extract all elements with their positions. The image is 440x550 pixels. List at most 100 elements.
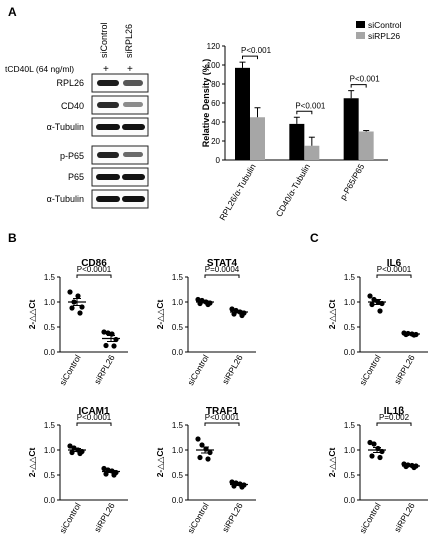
icam1-x-tick-label: siRPL26 [92, 501, 117, 534]
il6-data-point [369, 301, 375, 308]
density-category-label: RPL26/α-Tubulin [217, 162, 258, 222]
il6-x-tick-label: siRPL26 [392, 353, 417, 386]
icam1-data-point [101, 465, 107, 472]
blot-strip-rpl26 [91, 73, 149, 93]
cd86-p-value: P<0.0001 [77, 265, 112, 274]
il6-x-tick-label: siControl [357, 353, 382, 387]
density-y-tick-label: 120 [207, 42, 221, 51]
panel-label-a: A [8, 5, 17, 19]
blot-strip-cd40 [91, 95, 149, 115]
il1b-y-tick-label: 0.0 [344, 496, 356, 505]
stat4-y-tick-label: 0.0 [172, 348, 184, 357]
traf1-y-tick-label: 1.0 [172, 446, 184, 455]
treatment-mark-1: + [103, 64, 109, 75]
cd86-title: CD86 [81, 258, 107, 269]
icam1-data-point [111, 472, 117, 478]
traf1-data-point [229, 479, 235, 485]
density-bar-sicontrol [289, 123, 305, 160]
il6-y-tick-label: 0.0 [344, 348, 356, 357]
dot-plot-il6: IL6 0.0 0.5 1.0 1.5 2-△△Ct P<0.0001 siControl si… [327, 258, 428, 387]
density-legend-sirpl26: siRPL26 [368, 31, 400, 41]
cd86-data-point [103, 342, 109, 349]
density-legend-swatch-sirpl26 [356, 32, 365, 39]
blot-strip-pp65 [91, 145, 149, 165]
density-p-value: P<0.001 [295, 101, 326, 110]
band-label-rpl26: RPL26 [56, 78, 84, 88]
density-y-tick-label: 40 [211, 118, 220, 127]
stat4-y-axis-label: 2-△△Ct [155, 300, 165, 330]
il1b-data-point [369, 453, 375, 459]
icam1-y-tick-label: 0.5 [44, 471, 56, 480]
stat4-data-point [195, 296, 201, 303]
traf1-data-point [199, 442, 205, 448]
band-label-tubulin-1: α-Tubulin [47, 122, 84, 132]
stat4-data-point [229, 306, 235, 312]
cd86-y-tick-label: 0.0 [44, 348, 56, 357]
cd86-x-tick-label: siControl [57, 353, 82, 387]
density-bar-sicontrol [235, 67, 250, 160]
il6-p-value: P<0.0001 [377, 265, 412, 274]
traf1-data-point [197, 454, 203, 461]
density-legend-swatch-sicontrol [356, 21, 365, 28]
band-label-tubulin-2: α-Tubulin [47, 194, 84, 204]
density-bar-sicontrol [343, 98, 359, 160]
density-bar-sirpl26 [250, 117, 265, 160]
cd86-y-tick-label: 1.0 [44, 298, 56, 307]
treatment-mark-2: + [127, 64, 133, 75]
density-p-value: P<0.001 [350, 75, 381, 84]
il1b-data-point [367, 439, 373, 446]
icam1-significance-bracket [76, 422, 112, 426]
traf1-data-point [205, 456, 211, 462]
traf1-x-tick-label: siControl [185, 501, 210, 535]
band-label-cd40: CD40 [61, 101, 84, 111]
stat4-y-tick-label: 1.0 [172, 298, 184, 307]
lane-label-sicontrol: siControl [99, 22, 109, 58]
il6-y-axis-label: 2-△△Ct [327, 300, 337, 330]
il1b-data-point [377, 454, 383, 461]
density-y-tick-label: 100 [207, 61, 221, 70]
cd86-data-point [77, 310, 83, 316]
dot-plot-stat4: STAT4 0.0 0.5 1.0 1.5 2-△△Ct P=0.0004 siControl… [155, 258, 256, 387]
density-legend-sicontrol: siControl [368, 20, 402, 30]
traf1-y-tick-label: 1.5 [172, 421, 184, 430]
cd86-y-tick-label: 0.5 [44, 323, 56, 332]
density-y-tick-label: 20 [211, 137, 220, 146]
il1b-title: IL1β [384, 406, 405, 417]
band-label-p65: P65 [68, 172, 84, 182]
il6-y-tick-label: 1.5 [344, 273, 356, 282]
il1b-y-axis-label: 2-△△Ct [327, 448, 337, 478]
il1b-significance-bracket [376, 422, 412, 426]
density-category-label: CD40/α-Tubulin [274, 162, 312, 219]
icam1-p-value: P<0.0001 [77, 413, 112, 422]
western-blot-panel: siControl siRPL26 tCD40L (64 ng/ml) + + … [5, 22, 149, 209]
stat4-y-tick-label: 1.5 [172, 273, 184, 282]
cd86-y-axis-label: 2-△△Ct [27, 300, 37, 330]
traf1-data-point [207, 449, 213, 456]
cd86-data-point [101, 329, 107, 335]
stat4-data-point [239, 312, 245, 319]
stat4-x-tick-label: siRPL26 [220, 353, 245, 386]
traf1-p-value: P<0.0001 [205, 413, 240, 422]
stat4-y-tick-label: 0.5 [172, 323, 184, 332]
traf1-y-tick-label: 0.5 [172, 471, 184, 480]
il1b-y-tick-label: 1.5 [344, 421, 356, 430]
lane-label-sirpl26: siRPL26 [124, 24, 134, 58]
blot-strip-p65 [91, 167, 149, 187]
stat4-x-tick-label: siControl [185, 353, 210, 387]
panel-label-b: B [8, 231, 17, 245]
traf1-x-tick-label: siRPL26 [220, 501, 245, 534]
density-p-value: P<0.001 [241, 46, 272, 55]
il1b-y-tick-label: 1.0 [344, 446, 356, 455]
cd86-y-tick-label: 1.5 [44, 273, 56, 282]
cd86-significance-bracket [76, 274, 112, 278]
cd86-data-point [69, 305, 75, 311]
il6-title: IL6 [387, 258, 402, 269]
cd86-data-point [67, 289, 73, 295]
dot-plot-traf1: TRAF1 0.0 0.5 1.0 1.5 2-△△Ct P<0.0001 siControl… [155, 406, 256, 535]
cd86-x-tick-label: siRPL26 [92, 353, 117, 386]
treatment-label: tCD40L (64 ng/ml) [5, 64, 74, 74]
il6-data-point [377, 308, 383, 314]
il1b-x-tick-label: siControl [357, 501, 382, 535]
dot-plot-il1b: IL1β 0.0 0.5 1.0 1.5 2-△△Ct P=0.002 siControl si… [327, 406, 428, 535]
density-bar-chart: 0 20 40 60 80 100 120 Relative Density (% ) P<0.… [201, 20, 402, 222]
